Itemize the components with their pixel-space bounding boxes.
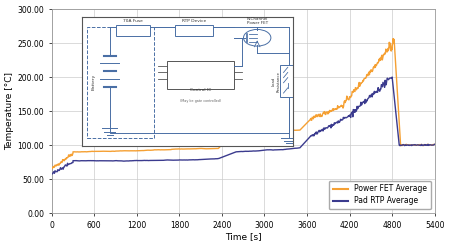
Y-axis label: Temperature [°C]: Temperature [°C] (5, 72, 14, 150)
Legend: Power FET Average, Pad RTP Average: Power FET Average, Pad RTP Average (329, 181, 431, 209)
X-axis label: Time [s]: Time [s] (225, 232, 261, 242)
